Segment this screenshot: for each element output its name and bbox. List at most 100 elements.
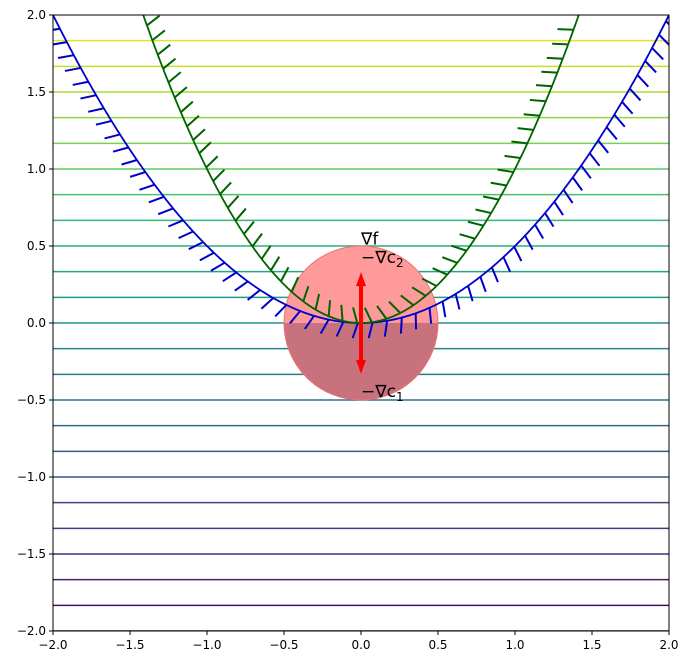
hatch-tick (482, 195, 500, 201)
hatch-tick (553, 201, 564, 216)
gradient-labels: ∇f−∇c2 −∇c1 (360, 229, 404, 403)
hatch-tick (199, 251, 215, 262)
hatch-tick (157, 43, 171, 56)
y-tick-label: 2.0 (27, 8, 46, 22)
gradient-arrow (356, 272, 366, 323)
hatch-tick (467, 220, 484, 227)
hatch-tick (454, 293, 461, 310)
hatch-tick (290, 276, 300, 293)
hatch-tick (234, 280, 249, 292)
x-tick-label: 1.0 (505, 638, 524, 652)
hatch-tick (192, 128, 206, 141)
hatch-tick (243, 220, 255, 235)
hatch-tick (441, 256, 458, 264)
hatch-tick (72, 80, 89, 86)
hatch-tick (180, 100, 194, 113)
hatch-tick (658, 33, 669, 47)
hatch-tick (178, 230, 194, 240)
hatch-tick (388, 300, 401, 314)
hatch-tick (335, 321, 345, 337)
hatch-tick (174, 86, 188, 99)
x-tick-label: −1.5 (115, 638, 144, 652)
x-tick-label: −2.0 (38, 638, 67, 652)
hatch-tick (227, 195, 240, 209)
hatch-tick (319, 319, 330, 334)
x-axis-ticks: −2.0 −1.5 −1.0 −0.5 0.0 0.5 1.0 1.5 2.0 (38, 631, 679, 652)
hatch-tick (80, 94, 97, 100)
hatch-tick (53, 41, 68, 46)
hatch-tick (95, 119, 112, 126)
hatch-tick (304, 315, 315, 330)
hatch-tick (383, 320, 389, 337)
hatch-tick (597, 139, 609, 154)
x-tick-label: 0.0 (351, 638, 370, 652)
hatch-tick (546, 56, 563, 60)
hatch-tick (104, 133, 121, 140)
hatch-tick (588, 152, 601, 167)
hatch-tick (400, 294, 414, 306)
hatch-tick (270, 256, 281, 271)
hatch-tick (544, 212, 555, 228)
hatch-tick (534, 224, 544, 239)
hatch-tick (260, 245, 272, 260)
hatch-tick (87, 107, 105, 113)
y-tick-label: −1.5 (17, 547, 46, 561)
hatch-tick (247, 289, 261, 301)
hatch-tick (502, 256, 512, 273)
hatch-tick (314, 293, 321, 310)
x-tick-label: 1.5 (582, 638, 601, 652)
hatch-tick (552, 42, 569, 46)
hatch-tick (636, 74, 650, 88)
hatch-tick (479, 276, 487, 293)
hatch-tick (352, 307, 359, 324)
hatch-tick (490, 266, 499, 283)
hatch-tick (517, 127, 534, 131)
hatch-tick (605, 126, 618, 141)
hatch-tick (198, 141, 212, 154)
hatch-tick (186, 114, 200, 128)
hatch-tick (146, 15, 161, 27)
hatch-tick (535, 84, 553, 88)
hatch-tick (251, 233, 263, 248)
hatch-tick (219, 181, 232, 195)
constraint-c2-curve (142, 1, 580, 324)
hatch-tick (327, 300, 332, 317)
y-tick-label: −0.5 (17, 393, 46, 407)
y-tick-label: 1.0 (27, 162, 46, 176)
hatch-tick (129, 171, 146, 178)
y-axis-ticks: −2.0 −1.5 −1.0 −0.5 0.0 0.5 1.0 1.5 2.0 (17, 8, 53, 638)
hatch-tick (580, 164, 592, 179)
hatch-tick (467, 285, 474, 302)
hatch-tick (57, 54, 74, 59)
hatch-tick (112, 146, 129, 153)
hatch-tick (541, 70, 558, 74)
hatch-tick (557, 28, 574, 31)
x-tick-label: 0.5 (428, 638, 447, 652)
hatch-tick (351, 322, 359, 339)
hatch-tick (274, 304, 288, 318)
hatch-tick (210, 261, 226, 272)
hatch-tick (621, 101, 634, 115)
hatch-tick (628, 87, 642, 102)
hatch-tick (571, 176, 583, 191)
hatch-tick (142, 1, 155, 11)
hatch-tick (411, 286, 427, 297)
hatch-tick (665, 20, 669, 26)
hatch-tick (121, 159, 138, 166)
hatch-tick (644, 60, 657, 74)
hatch-tick (497, 168, 514, 174)
gradient-label: −∇c2 (361, 248, 404, 270)
hatch-tick (459, 233, 476, 240)
hatch-tick (167, 219, 184, 228)
hatch-tick (148, 195, 165, 204)
hatch-tick (151, 29, 166, 42)
y-tick-label: 0.5 (27, 239, 46, 253)
hatch-tick (513, 246, 523, 262)
hatch-tick (524, 235, 534, 251)
hatch-tick (289, 310, 301, 324)
hatch-tick (651, 47, 664, 61)
hatch-tick (205, 155, 219, 169)
arrow-head-icon (356, 272, 366, 287)
